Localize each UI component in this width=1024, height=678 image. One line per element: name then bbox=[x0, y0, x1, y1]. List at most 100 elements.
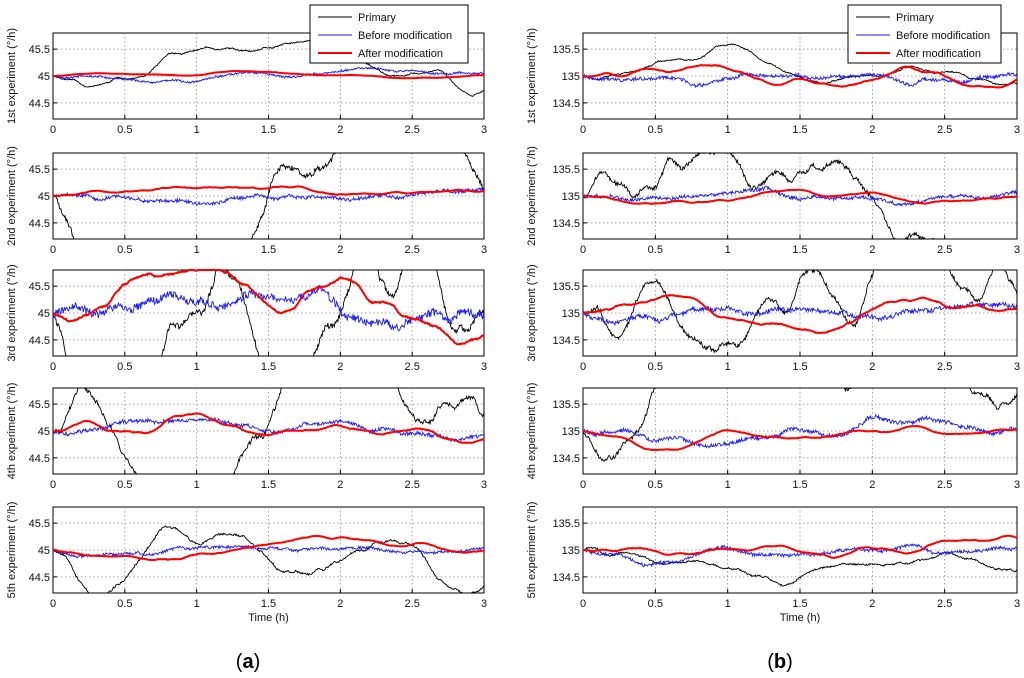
x-tick-label: 3 bbox=[1014, 124, 1020, 136]
y-tick-label: 45.5 bbox=[29, 281, 50, 293]
x-tick-label: 1 bbox=[194, 598, 200, 610]
y-tick-label: 45.5 bbox=[29, 44, 50, 56]
y-axis-label: 2nd experiment (°/h) bbox=[6, 146, 18, 246]
series-before-modification bbox=[582, 543, 1018, 568]
legend-label-primary: Primary bbox=[896, 12, 934, 24]
series-after-modification bbox=[52, 412, 485, 444]
x-tick-label: 3 bbox=[481, 361, 487, 373]
series-primary bbox=[52, 269, 485, 357]
x-tick-label: 2.5 bbox=[405, 361, 420, 373]
y-tick-label: 45 bbox=[38, 308, 50, 320]
x-axis-label: Time (h) bbox=[780, 612, 821, 624]
x-tick-label: 1 bbox=[725, 479, 731, 491]
series-before-modification bbox=[582, 70, 1018, 89]
x-tick-label: 3 bbox=[1014, 479, 1020, 491]
x-tick-label: 0.5 bbox=[648, 244, 663, 256]
x-tick-label: 2.5 bbox=[405, 244, 420, 256]
x-tick-label: 1.5 bbox=[261, 124, 276, 136]
legend-label-after: After modification bbox=[358, 48, 443, 60]
x-tick-label: 1.5 bbox=[792, 479, 807, 491]
x-tick-label: 2.5 bbox=[405, 124, 420, 136]
series-primary bbox=[52, 387, 485, 476]
y-tick-label: 45 bbox=[38, 71, 50, 83]
series-after-modification bbox=[52, 70, 484, 80]
series-before-modification bbox=[52, 66, 485, 85]
y-tick-label: 135 bbox=[562, 308, 580, 320]
x-tick-label: 3 bbox=[481, 598, 487, 610]
legend: Primary Before modification After modifica… bbox=[309, 4, 469, 64]
x-tick-label: 1.5 bbox=[261, 598, 276, 610]
legend-label-before: Before modification bbox=[358, 30, 452, 42]
panel-label-b: (b) bbox=[767, 651, 793, 673]
series-after-modification bbox=[52, 269, 485, 346]
plot-area bbox=[52, 152, 485, 240]
x-tick-label: 0.5 bbox=[117, 361, 132, 373]
x-tick-label: 1.5 bbox=[792, 598, 807, 610]
x-tick-label: 2.5 bbox=[937, 479, 952, 491]
series-primary bbox=[52, 152, 485, 240]
subplot-b-3: 0 0.5 1 1.5 2 2.5 3 134.5 135 135.5 3rd experiment… bbox=[526, 264, 1020, 373]
x-tick-label: 2 bbox=[869, 124, 875, 136]
x-tick-label: 3 bbox=[481, 124, 487, 136]
series-before-modification bbox=[52, 416, 485, 443]
x-tick-label: 2.5 bbox=[405, 479, 420, 491]
panel-label-open-paren: ( bbox=[767, 651, 774, 673]
legend-label-after: After modification bbox=[896, 48, 981, 60]
x-tick-label: 3 bbox=[481, 244, 487, 256]
series-before-modification bbox=[52, 544, 485, 559]
y-tick-label: 45 bbox=[38, 426, 50, 438]
series-after-modification bbox=[582, 63, 1018, 89]
x-tick-label: 1 bbox=[194, 124, 200, 136]
series-before-modification bbox=[582, 185, 1018, 207]
x-tick-label: 0.5 bbox=[648, 124, 663, 136]
y-tick-label: 135.5 bbox=[552, 399, 580, 411]
x-tick-label: 2.5 bbox=[937, 124, 952, 136]
series-primary bbox=[52, 38, 485, 97]
subplot-b-1: 0 0.5 1 1.5 2 2.5 3 134.5 135 135.5 1st experiment… bbox=[526, 28, 1020, 136]
subplot-a-5: 0 0.5 1 1.5 2 2.5 3 44.5 45 45.5 5th experiment (°… bbox=[6, 502, 487, 624]
panel-label-letter: b bbox=[774, 651, 786, 673]
series-after-modification bbox=[583, 534, 1018, 559]
x-tick-label: 1 bbox=[725, 244, 731, 256]
y-tick-label: 134.5 bbox=[552, 218, 580, 230]
y-tick-label: 44.5 bbox=[29, 453, 50, 465]
x-tick-label: 3 bbox=[1014, 361, 1020, 373]
subplot-a-4: 0 0.5 1 1.5 2 2.5 3 44.5 45 45.5 4th experiment (°… bbox=[6, 383, 487, 491]
y-axis-label: 4th experiment (°/h) bbox=[6, 383, 18, 480]
panel-label-close-paren: ) bbox=[786, 651, 793, 673]
y-axis-label: 1st experiment (°/h) bbox=[6, 28, 18, 124]
x-tick-label: 2.5 bbox=[405, 598, 420, 610]
panel-label-a: (a) bbox=[236, 651, 260, 673]
series-primary bbox=[582, 268, 1018, 354]
y-tick-label: 135.5 bbox=[552, 44, 580, 56]
y-tick-label: 135 bbox=[562, 191, 580, 203]
y-tick-label: 135 bbox=[562, 426, 580, 438]
series-after-modification bbox=[52, 185, 485, 198]
y-tick-label: 45.5 bbox=[29, 164, 50, 176]
panel-label-close-paren: ) bbox=[254, 651, 261, 673]
x-tick-label: 1.5 bbox=[792, 361, 807, 373]
x-tick-label: 0 bbox=[580, 124, 586, 136]
series-after-modification bbox=[582, 424, 1018, 452]
y-tick-label: 45 bbox=[38, 191, 50, 203]
x-tick-label: 2 bbox=[337, 598, 343, 610]
x-tick-label: 0 bbox=[50, 479, 56, 491]
x-tick-label: 1 bbox=[725, 124, 731, 136]
x-tick-label: 1.5 bbox=[261, 479, 276, 491]
x-tick-label: 2 bbox=[337, 361, 343, 373]
x-tick-label: 2 bbox=[337, 244, 343, 256]
x-tick-label: 1.5 bbox=[792, 244, 807, 256]
panel-label-text: (a) bbox=[236, 651, 260, 673]
x-tick-label: 2 bbox=[869, 598, 875, 610]
legend: Primary Before modification After modifica… bbox=[847, 4, 1002, 64]
chart-panel-b: 0 0.5 1 1.5 2 2.5 3 134.5 135 135.5 1st experiment… bbox=[526, 4, 1020, 673]
x-tick-label: 0 bbox=[50, 361, 56, 373]
y-axis-label: 5th experiment (°/h) bbox=[526, 502, 538, 599]
y-axis-label: 1st experiment (°/h) bbox=[526, 28, 538, 124]
x-tick-label: 0.5 bbox=[117, 124, 132, 136]
y-tick-label: 134.5 bbox=[552, 335, 580, 347]
subplot-b-4: 0 0.5 1 1.5 2 2.5 3 134.5 135 135.5 4th experiment… bbox=[526, 383, 1020, 491]
y-tick-label: 44.5 bbox=[29, 572, 50, 584]
x-tick-label: 2 bbox=[869, 244, 875, 256]
